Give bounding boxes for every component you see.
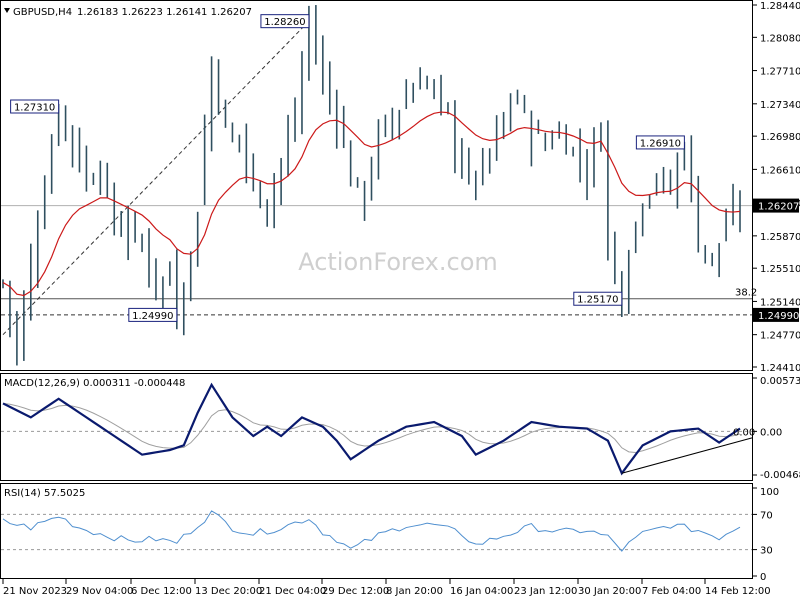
price-y-tick-label: 1.26610 [760, 165, 800, 176]
x-tick-label: 23 Jan 12:00 [514, 586, 577, 597]
price-marker-box [753, 198, 799, 213]
x-tick-label: 16 Jan 04:00 [450, 586, 513, 597]
symbol-arrow-icon [4, 8, 10, 13]
annotation-box [635, 135, 685, 150]
macd-y-tick-label: 0.00573 [760, 376, 800, 387]
annotation-label: 1.24990 [132, 311, 173, 322]
annotation-label: 1.27310 [14, 103, 55, 114]
macd-trendline [621, 437, 753, 474]
macd-layer: 0.00 [1, 382, 755, 476]
trendline-dashed [2, 20, 310, 336]
x-tick-label: 21 Nov 2023 [3, 586, 67, 597]
price-y-tick-label: 1.27710 [760, 67, 800, 78]
x-tick-label: 14 Feb 12:00 [705, 586, 771, 597]
x-tick-label: 7 Feb 04:00 [642, 586, 701, 597]
price-y-tick-label: 1.25510 [760, 264, 800, 275]
price-y-tick-label: 1.24770 [760, 331, 800, 342]
price-panel [0, 0, 753, 371]
macd-line [2, 382, 741, 476]
price-y-tick-label: 1.28080 [760, 33, 800, 44]
macd-title: MACD(12,26,9) 0.000311 -0.000448 [4, 378, 185, 389]
rsi-panel [0, 483, 753, 579]
price-marker-box [753, 307, 799, 322]
rsi-y-tick-label: 30 [760, 546, 773, 557]
price-y-tick-label: 1.28440 [760, 1, 800, 12]
macd-y-tick-label: 0.00 [760, 427, 782, 438]
annotation-box [573, 291, 623, 306]
macd-signal-value: 0.00 [733, 427, 755, 438]
price-y-tick-label: 1.27340 [760, 100, 800, 111]
rsi-y-tick-label: 0 [760, 572, 766, 583]
annotation-box [128, 307, 178, 322]
annotation-label: 1.26910 [640, 138, 681, 149]
price-y-tick-label: 1.25140 [760, 297, 800, 308]
watermark: ActionForex.com [298, 248, 498, 276]
moving-average-line [2, 111, 741, 297]
macd-panel [0, 373, 753, 481]
x-tick-label: 29 Dec 12:00 [322, 586, 389, 597]
rsi-line [2, 510, 741, 552]
x-tick-label: 29 Nov 04:00 [66, 586, 133, 597]
annotation-box [10, 99, 60, 114]
price-marker-label: 1.26207 [758, 202, 799, 213]
price-y-tick-label: 1.26980 [760, 132, 800, 143]
macd-y-tick-label: -0.004685 [760, 470, 800, 481]
symbol-title: GBPUSD,H4 [13, 7, 72, 18]
price-marker-label: 1.24990 [758, 311, 799, 322]
rsi-layer [1, 510, 752, 552]
rsi-y-tick-label: 100 [760, 487, 779, 498]
price-layer: 38.2 1.28260 1.27310 1.24990 1.26910 1.25170 [1, 5, 757, 366]
annotation-label: 1.25170 [577, 295, 618, 306]
rsi-title: RSI(14) 57.5025 [4, 488, 85, 499]
price-y-tick-label: 1.24410 [760, 363, 800, 374]
x-tick-label: 13 Dec 20:00 [195, 586, 262, 597]
x-tick-label: 21 Dec 04:00 [259, 586, 326, 597]
x-tick-label: 8 Jan 20:00 [386, 586, 443, 597]
annotation-label: 1.28260 [264, 17, 305, 28]
annotation-box [260, 14, 310, 29]
x-tick-label: 30 Jan 20:00 [578, 586, 641, 597]
x-tick-label: 6 Dec 12:00 [131, 586, 192, 597]
ohlc-values: 1.26183 1.26223 1.26141 1.26207 [77, 7, 252, 18]
price-y-tick-label: 1.25870 [760, 232, 800, 243]
fib-label: 38.2 [735, 288, 757, 299]
rsi-y-tick-label: 70 [760, 510, 773, 521]
